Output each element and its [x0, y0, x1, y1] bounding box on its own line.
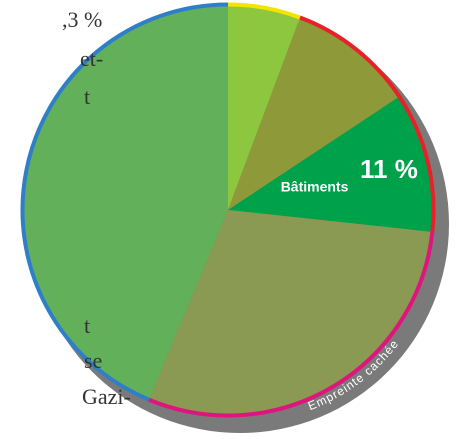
pie-slice — [228, 3, 301, 210]
slice-border — [397, 95, 436, 233]
side-text: se — [84, 348, 102, 373]
pie-slice — [228, 95, 435, 233]
side-text: t — [84, 313, 90, 338]
slice-border — [227, 2, 301, 20]
side-text: et- — [80, 46, 103, 71]
slice-border — [20, 2, 229, 402]
pie-slice — [228, 16, 401, 211]
value-label: 11 % — [360, 154, 418, 184]
slice-border — [147, 231, 435, 418]
pie-slice — [20, 3, 228, 401]
slice-border — [299, 15, 402, 98]
slice-label: Bâtiments — [281, 179, 349, 195]
side-text: ,3 % — [62, 7, 102, 32]
side-text: t — [84, 84, 90, 109]
side-text: Gazi- — [82, 384, 131, 409]
